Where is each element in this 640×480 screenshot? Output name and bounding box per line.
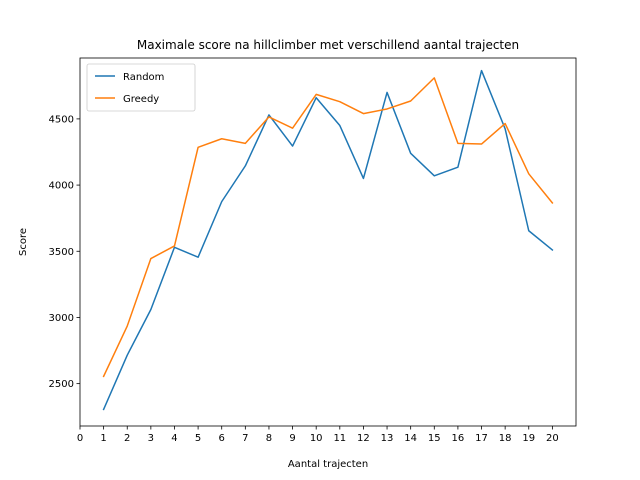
y-tick-label: 3000: [49, 313, 74, 324]
x-tick-label: 6: [219, 433, 225, 444]
x-tick-label: 5: [195, 433, 201, 444]
x-tick-label: 4: [171, 433, 177, 444]
x-tick-label: 1: [100, 433, 106, 444]
x-tick-label: 10: [310, 433, 323, 444]
chart-title: Maximale score na hillclimber met versch…: [137, 38, 519, 52]
x-tick-label: 18: [499, 433, 512, 444]
x-tick-label: 7: [242, 433, 248, 444]
x-tick-label: 16: [452, 433, 465, 444]
x-tick-label: 19: [522, 433, 535, 444]
plot-frame: [79, 57, 577, 427]
y-axis: 2500 3000 3500 4000 4500: [49, 114, 80, 390]
y-tick-label: 4500: [49, 114, 74, 125]
legend: Random Greedy: [86, 63, 196, 112]
x-tick-label: 2: [124, 433, 130, 444]
x-tick-label: 11: [333, 433, 346, 444]
series-line-greedy: [102, 77, 554, 378]
legend-label-greedy: Greedy: [123, 94, 159, 105]
y-tick-label: 2500: [49, 379, 74, 390]
x-tick-label: 20: [546, 433, 559, 444]
x-tick-label: 14: [404, 433, 417, 444]
x-tick-label: 12: [357, 433, 370, 444]
x-axis-label: Aantal trajecten: [288, 459, 368, 470]
x-tick-label: 15: [428, 433, 441, 444]
x-tick-label: 13: [381, 433, 394, 444]
y-tick-label: 4000: [49, 181, 74, 192]
x-tick-label: 8: [266, 433, 272, 444]
series-line-random: [102, 69, 554, 411]
x-tick-label: 17: [475, 433, 488, 444]
x-tick-label: 9: [289, 433, 295, 444]
y-axis-label: Score: [18, 228, 29, 256]
series-layer: [102, 69, 554, 411]
x-tick-label: 3: [148, 433, 154, 444]
legend-label-random: Random: [123, 72, 164, 83]
x-axis: 0 1 2 3 4 5 6 7 8 9 10 11 12 13 14 15 16 17 18 19 20: [77, 426, 559, 444]
y-tick-label: 3500: [49, 247, 74, 258]
x-tick-label: 0: [77, 433, 83, 444]
